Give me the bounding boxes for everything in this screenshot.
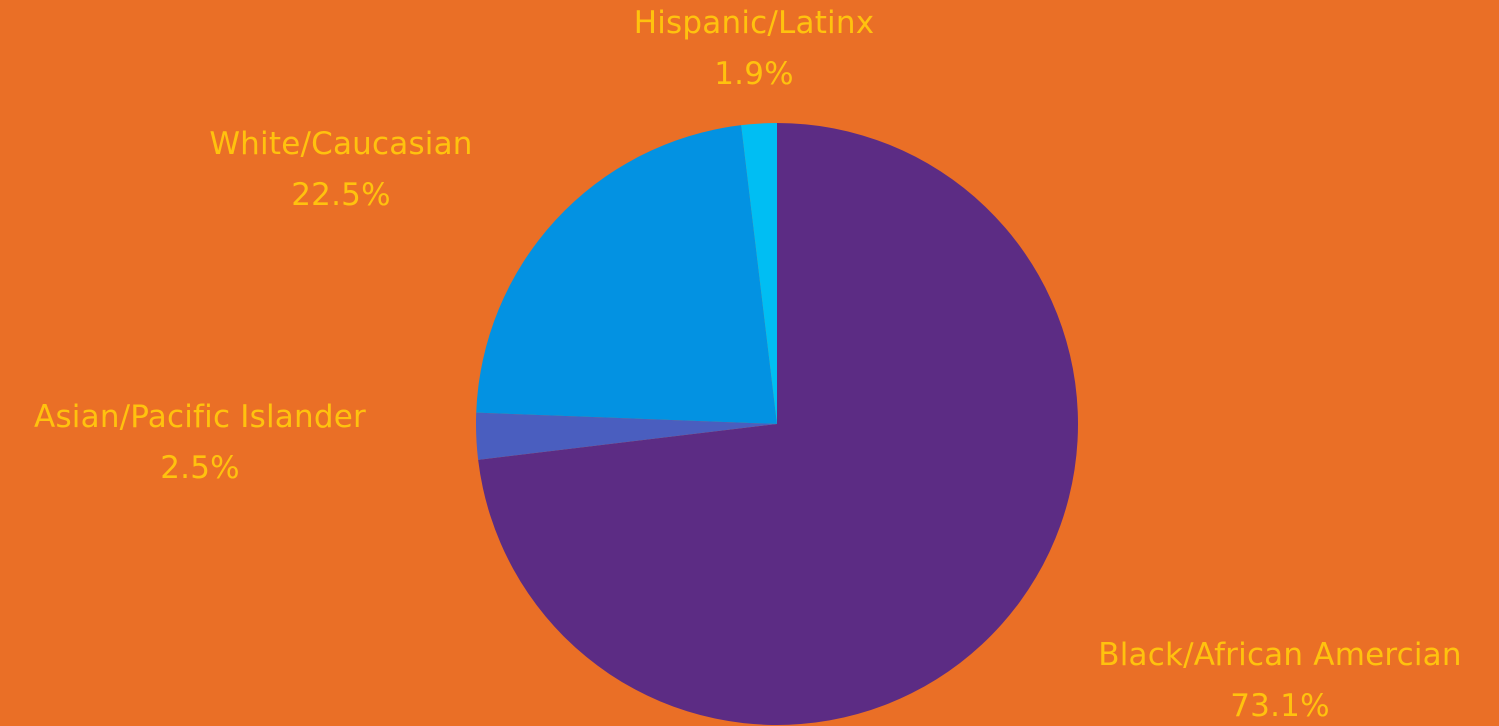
pie-slices bbox=[475, 123, 1078, 725]
slice-value-asian-pacific-islander: 2.5% bbox=[160, 450, 240, 486]
slice-label-black-african-amercian: Black/African Amercian bbox=[1098, 637, 1461, 673]
slice-label-white-caucasian: White/Caucasian bbox=[209, 126, 472, 162]
pie-slice-white-caucasian bbox=[476, 125, 777, 424]
slice-value-hispanic-latinx: 1.9% bbox=[714, 56, 794, 92]
pie-slice-asian-pacific-islander bbox=[475, 412, 777, 460]
slice-labels: Black/African Amercian 73.1% Asian/Pacific… bbox=[34, 5, 1461, 724]
slice-label-hispanic-latinx: Hispanic/Latinx bbox=[634, 5, 875, 41]
slice-value-black-african-amercian: 73.1% bbox=[1230, 688, 1329, 724]
slice-value-white-caucasian: 22.5% bbox=[291, 177, 390, 213]
pie-slice-hispanic-latinx bbox=[741, 123, 777, 424]
pie-slice-black-african-amercian bbox=[478, 123, 1078, 725]
slice-label-asian-pacific-islander: Asian/Pacific Islander bbox=[34, 399, 366, 435]
